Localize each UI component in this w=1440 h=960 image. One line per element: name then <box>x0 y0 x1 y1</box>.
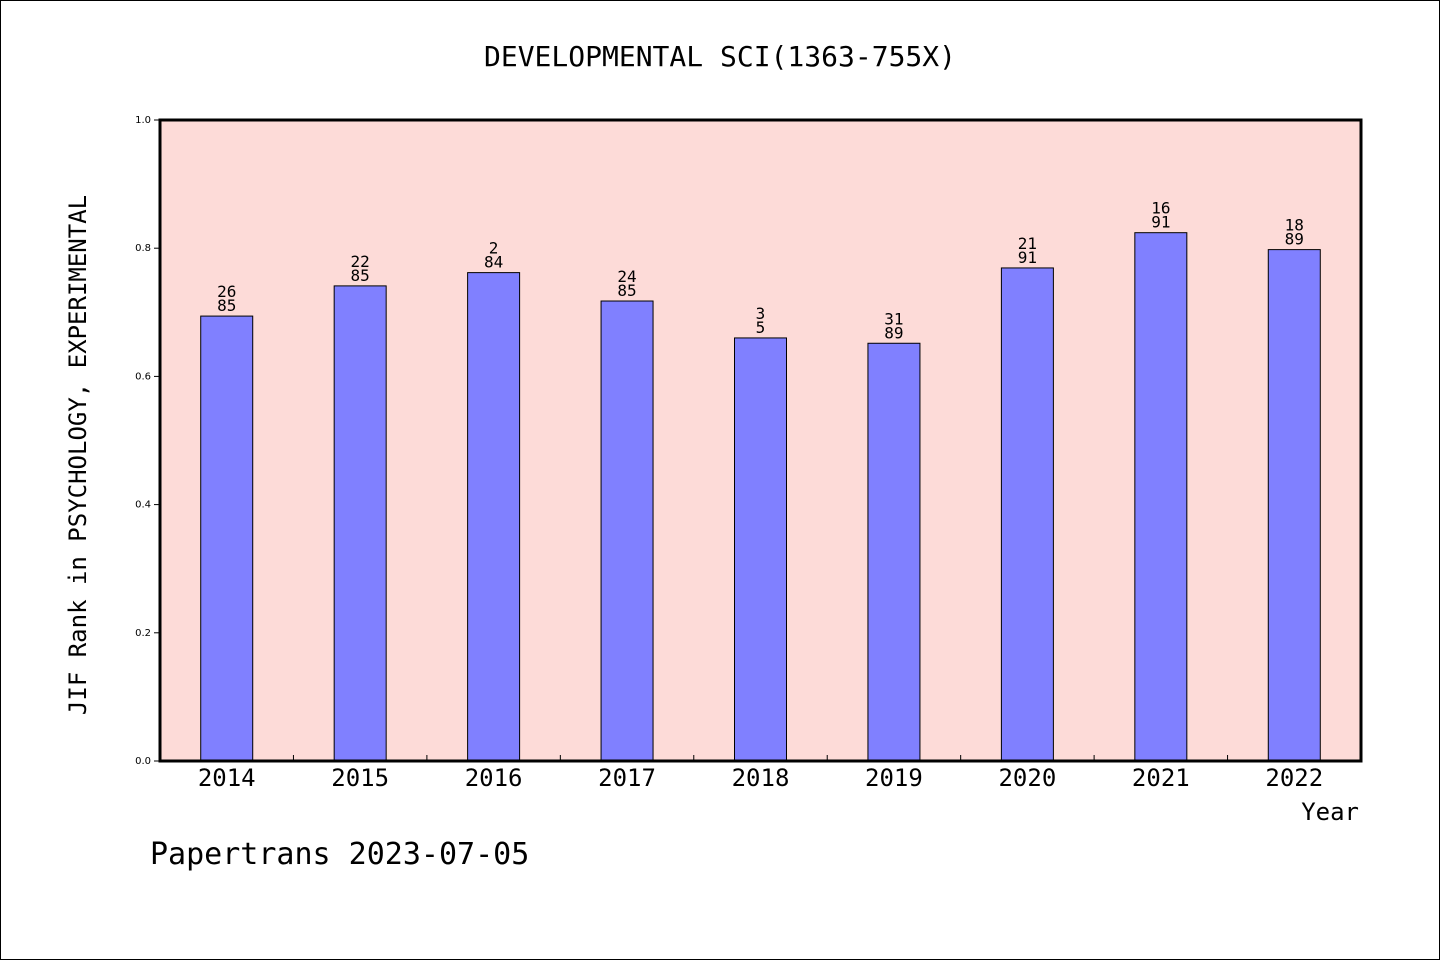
x-tick-label-2015: 2015 <box>331 764 389 792</box>
bar-label-rank-2016: 2 <box>489 239 499 258</box>
bar-label-total-2014: 85 <box>217 296 236 315</box>
bar-2017 <box>600 300 654 762</box>
bar-label-total-2020: 91 <box>1018 248 1037 267</box>
bar-label-total-2019: 89 <box>884 323 903 342</box>
bar-label-rank-2014: 26 <box>217 282 236 301</box>
y-tick-label-0.0: 0.0 <box>135 756 151 767</box>
x-tick-label-2014: 2014 <box>198 764 256 792</box>
x-tick-label-2016: 2016 <box>465 764 523 792</box>
bar-label-rank-2019: 31 <box>884 309 903 328</box>
x-tick-label-2018: 2018 <box>732 764 790 792</box>
x-tick-label-2020: 2020 <box>998 764 1056 792</box>
bar-label-rank-2015: 22 <box>351 252 370 271</box>
x-axis-label: Year <box>1301 798 1359 826</box>
bar-2019 <box>867 342 921 762</box>
x-tick-label-2017: 2017 <box>598 764 656 792</box>
bar-label-total-2017: 85 <box>617 281 636 300</box>
bar-label-total-2021: 91 <box>1151 213 1170 232</box>
x-axis: 2014 2015 2016 2017 2018 2019 2020 2021 2022 <box>198 755 1323 792</box>
y-axis-label: JIF Rank in PSYCHOLOGY, EXPERIMENTAL <box>64 195 92 715</box>
y-tick-label-0.6: 0.6 <box>135 371 151 382</box>
bar-label-total-2022: 89 <box>1285 230 1304 249</box>
y-tick-label-0.8: 0.8 <box>135 243 151 254</box>
y-tick-label-0.2: 0.2 <box>135 628 151 639</box>
bar-2022 <box>1267 249 1321 762</box>
chart-title: DEVELOPMENTAL SCI(1363-755X) <box>484 40 956 73</box>
bar-label-total-2016: 84 <box>484 253 503 272</box>
plot-border <box>158 118 1363 763</box>
bar-label-rank-2020: 21 <box>1018 234 1037 253</box>
y-tick-label-1.0: 1.0 <box>135 115 151 126</box>
x-tick-label-2021: 2021 <box>1132 764 1190 792</box>
bar-2015 <box>333 285 387 762</box>
bar-label-total-2018: 5 <box>756 318 766 337</box>
bar-2020 <box>1000 267 1054 762</box>
footer-stamp: Papertrans 2023-07-05 <box>150 837 529 872</box>
bar-label-rank-2021: 16 <box>1151 199 1170 218</box>
x-tick-label-2022: 2022 <box>1265 764 1323 792</box>
bar-2018 <box>734 337 787 762</box>
bar-label-rank-2022: 18 <box>1285 216 1304 235</box>
bar-2016 <box>467 272 521 762</box>
bar-label-total-2015: 85 <box>351 266 370 285</box>
y-tick-label-0.4: 0.4 <box>135 500 151 511</box>
x-tick-label-2019: 2019 <box>865 764 923 792</box>
bar-2021 <box>1134 232 1188 762</box>
bar-2014 <box>200 315 254 762</box>
bars-layer <box>200 232 1321 762</box>
bar-label-rank-2017: 24 <box>617 267 636 286</box>
bar-label-rank-2018: 3 <box>756 304 766 323</box>
